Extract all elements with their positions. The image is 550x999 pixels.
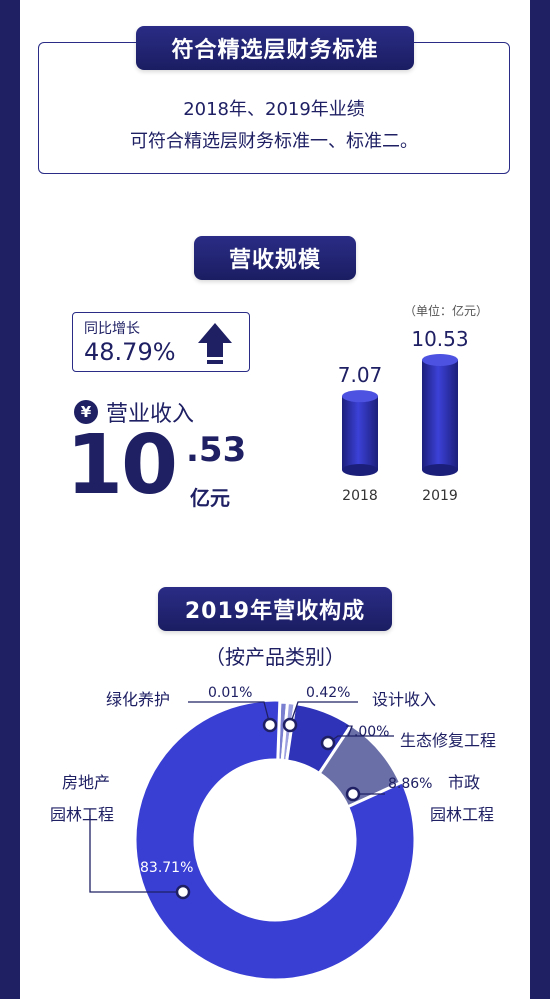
- unit-note: （单位：亿元）: [404, 304, 489, 318]
- bar-top-2019: [422, 354, 458, 366]
- slice-marker-dot: [282, 717, 298, 733]
- slice-marker-dot: [345, 786, 361, 802]
- slice-name-label: 园林工程: [50, 805, 114, 824]
- bar-category-label: 2019: [422, 488, 458, 504]
- slice-name-label: 生态修复工程: [400, 731, 496, 750]
- bar-base-2018: [342, 464, 378, 476]
- section3-subtitle: （按产品类别）: [205, 645, 345, 669]
- bar-2019: [422, 360, 458, 470]
- slice-marker-dot: [320, 735, 336, 751]
- slice-value-label: 83.71%: [140, 860, 193, 876]
- right-frame-border: [530, 0, 550, 999]
- bar-value-label: 7.07: [338, 363, 383, 387]
- slice-name-label: 设计收入: [372, 690, 436, 709]
- revenue-integer: 10: [66, 418, 178, 513]
- section2-title: 营收规模: [194, 236, 356, 280]
- bar-value-label: 10.53: [411, 327, 468, 351]
- bar-base-2019: [422, 464, 458, 476]
- yoy-label: 同比增长: [84, 321, 140, 337]
- revenue-decimal: .53: [186, 430, 247, 470]
- bar-category-label: 2018: [342, 488, 378, 504]
- up-arrow-icon: [198, 323, 232, 364]
- slice-name-label: 房地产: [62, 773, 110, 792]
- slice-value-label: 0.42%: [306, 685, 350, 701]
- slice-marker-dot: [262, 717, 278, 733]
- slice-value-label: 7.00%: [345, 724, 389, 740]
- slice-name-label: 绿化养护: [106, 690, 170, 709]
- revenue-label: 营业收入: [106, 402, 195, 427]
- revenue-bar-chart: 7.07 2018 10.53 2019: [338, 327, 469, 504]
- slice-value-label: 8.86%: [388, 776, 432, 792]
- yoy-box: [72, 312, 250, 372]
- bar-top-2018: [342, 390, 378, 403]
- leader-line: [188, 701, 271, 726]
- left-frame-border: [0, 0, 20, 999]
- section1-title: 符合精选层财务标准: [136, 26, 414, 70]
- standard-line-2: 可符合精选层财务标准一、标准二。: [130, 131, 418, 152]
- revenue-unit: 亿元: [190, 486, 230, 510]
- yuan-icon: ¥: [74, 400, 98, 424]
- bar-2018: [342, 396, 378, 470]
- standard-line-1: 2018年、2019年业绩: [183, 99, 365, 120]
- section3-title: 2019年营收构成: [158, 587, 392, 631]
- slice-name-label: 市政: [448, 773, 480, 792]
- leader-line: [89, 815, 183, 893]
- slice-value-label: 0.01%: [208, 685, 252, 701]
- donut-slice: [133, 698, 417, 982]
- slice-marker-dot: [175, 884, 191, 900]
- slice-name-label: 园林工程: [430, 805, 494, 824]
- yoy-value: 48.79%: [84, 338, 176, 366]
- leader-line: [289, 701, 358, 726]
